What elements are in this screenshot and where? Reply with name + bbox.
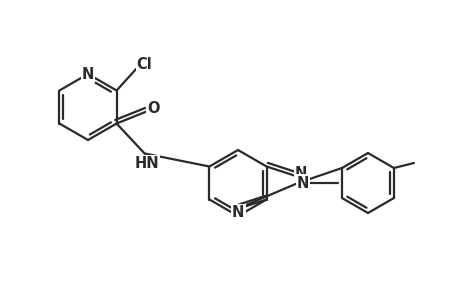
Text: N: N	[296, 176, 308, 190]
Text: HN: HN	[134, 156, 158, 171]
Text: Cl: Cl	[136, 57, 152, 72]
Text: N: N	[231, 205, 244, 220]
Text: N: N	[294, 166, 307, 181]
Text: O: O	[147, 101, 159, 116]
Text: N: N	[82, 67, 94, 82]
